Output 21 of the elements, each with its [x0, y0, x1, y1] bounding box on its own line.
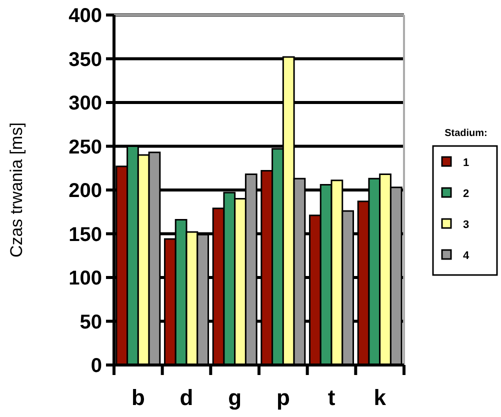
y-tick-label: 150	[68, 224, 102, 246]
y-tick-label: 50	[80, 311, 102, 334]
x-tick-label: k	[374, 385, 387, 410]
legend-title: Stadium:	[444, 128, 488, 139]
y-tick-label: 300	[68, 92, 102, 114]
y-axis-title: Czas trwania [ms]	[7, 122, 26, 258]
legend-label: 4	[463, 250, 470, 262]
y-tick-label: 200	[68, 180, 102, 202]
x-tick-label: g	[228, 385, 242, 410]
y-tick-label: 400	[68, 5, 102, 27]
legend-label: 3	[463, 218, 470, 231]
y-tick-label: 0	[90, 355, 102, 377]
legend-label: 1	[463, 156, 470, 169]
y-tick-label: 100	[68, 268, 102, 290]
x-tick-label: d	[180, 385, 194, 410]
y-tick-label: 250	[68, 136, 102, 158]
x-tick-label: p	[276, 385, 290, 410]
x-tick-label: b	[131, 385, 145, 410]
x-tick-label: t	[328, 385, 336, 410]
y-tick-label: 350	[68, 48, 102, 71]
legend-label: 2	[463, 188, 470, 200]
